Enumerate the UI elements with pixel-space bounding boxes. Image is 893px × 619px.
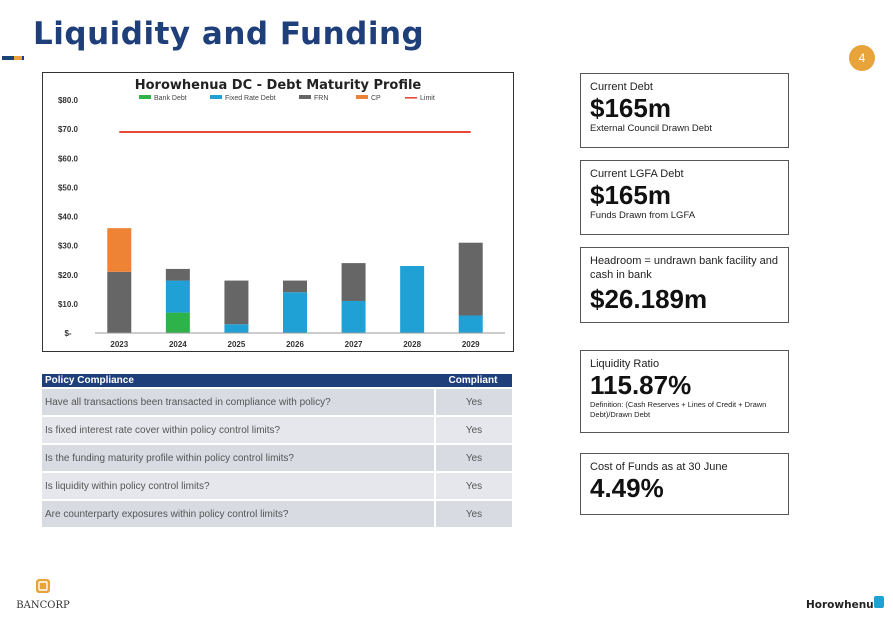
bar-segment — [224, 324, 249, 333]
table-row: Is liquidity within policy control limit… — [42, 473, 512, 499]
table-row: Have all transactions been transacted in… — [42, 389, 512, 415]
x-tick-label: 2025 — [228, 340, 246, 349]
legend-swatch — [139, 95, 151, 99]
policy-header-question: Policy Compliance — [42, 374, 434, 387]
policy-header-status: Compliant — [434, 374, 512, 387]
liquidity-ratio-label: Liquidity Ratio — [590, 358, 660, 370]
x-tick-label: 2027 — [345, 340, 363, 349]
legend-swatch — [210, 95, 222, 99]
y-tick-label: $60.0 — [58, 154, 79, 163]
policy-status: Yes — [434, 473, 512, 499]
bar-segment — [458, 242, 483, 316]
bar-segment — [165, 312, 190, 333]
x-tick-label: 2028 — [403, 340, 421, 349]
lgfa-debt-card: Current LGFA Debt $165m Funds Drawn from… — [580, 160, 789, 235]
lgfa-debt-sub: Funds Drawn from LGFA — [590, 209, 696, 221]
legend-label: FRN — [314, 95, 328, 102]
policy-status: Yes — [434, 501, 512, 527]
policy-question: Have all transactions been transacted in… — [42, 389, 434, 415]
y-tick-label: $80.0 — [58, 96, 79, 105]
legend-label: Bank Debt — [154, 95, 187, 102]
page-number-badge: 4 — [849, 45, 875, 71]
cost-of-funds-card: Cost of Funds as at 30 June 4.49% — [580, 453, 789, 515]
title-accent-bar-orange — [14, 56, 22, 60]
bar-segment — [107, 271, 132, 333]
bars-group — [107, 228, 483, 333]
chart-title: Horowhenua DC - Debt Maturity Profile — [135, 78, 422, 93]
table-row: Are counterparty exposures within policy… — [42, 501, 512, 527]
cost-of-funds-label: Cost of Funds as at 30 June — [590, 461, 728, 473]
bar-segment — [165, 280, 190, 313]
bar-segment — [283, 292, 307, 333]
legend-swatch — [356, 95, 368, 99]
liquidity-ratio-value: 115.87% — [590, 370, 692, 400]
y-tick-label: $40.0 — [58, 213, 79, 222]
y-tick-label: $30.0 — [58, 242, 79, 251]
policy-status: Yes — [434, 445, 512, 471]
y-tick-label: $- — [64, 329, 71, 338]
headroom-card: Headroom = undrawn bank facility and cas… — [580, 247, 789, 323]
current-debt-label: Current Debt — [590, 81, 653, 93]
legend-label: Fixed Rate Debt — [225, 95, 276, 102]
horowhenua-logo: Horowhenua — [806, 596, 884, 611]
horowhenua-logo-text: Horowhenua — [806, 599, 881, 611]
legend-swatch — [299, 95, 311, 99]
y-tick-label: $50.0 — [58, 183, 79, 192]
y-tick-label: $20.0 — [58, 271, 79, 280]
current-debt-sub: External Council Drawn Debt — [590, 122, 712, 134]
x-tick-label: 2023 — [110, 340, 128, 349]
current-debt-value: $165m — [590, 93, 671, 123]
policy-question: Are counterparty exposures within policy… — [42, 501, 434, 527]
x-axis: 2023 2024 2025 2026 2027 2028 2029 — [95, 332, 505, 349]
chart-svg: Horowhenua DC - Debt Maturity Profile Ba… — [58, 78, 505, 349]
page-title: Liquidity and Funding — [33, 16, 425, 52]
title-accent-bar — [2, 56, 24, 60]
lgfa-debt-value: $165m — [590, 180, 671, 210]
y-tick-label: $10.0 — [58, 300, 79, 309]
x-tick-label: 2026 — [286, 340, 304, 349]
policy-question: Is fixed interest rate cover within poli… — [42, 417, 434, 443]
table-row: Is fixed interest rate cover within poli… — [42, 417, 512, 443]
liquidity-ratio-card: Liquidity Ratio 115.87% Definition: (Cas… — [580, 350, 789, 433]
bancorp-logo-text: BANCORP — [16, 600, 70, 611]
bar-segment — [283, 280, 307, 293]
bar-segment — [341, 300, 366, 333]
bancorp-logo: BANCORP — [16, 579, 70, 611]
debt-maturity-chart: Horowhenua DC - Debt Maturity Profile Ba… — [42, 72, 514, 352]
cost-of-funds-value: 4.49% — [590, 473, 664, 503]
y-tick-label: $70.0 — [58, 125, 79, 134]
headroom-label: Headroom = undrawn bank facility and cas… — [590, 255, 779, 281]
policy-status: Yes — [434, 417, 512, 443]
current-debt-card: Current Debt $165m External Council Draw… — [580, 73, 789, 148]
policy-question: Is the funding maturity profile within p… — [42, 445, 434, 471]
legend-swatch — [405, 97, 417, 99]
legend-label: Limit — [420, 95, 435, 102]
headroom-value: $26.189m — [590, 284, 708, 314]
legend-label: CP — [371, 95, 381, 102]
x-tick-label: 2029 — [462, 340, 480, 349]
bar-segment — [165, 268, 190, 281]
x-tick-label: 2024 — [169, 340, 187, 349]
liquidity-ratio-definition: Definition: (Cash Reserves + Lines of Cr… — [590, 399, 767, 419]
policy-compliance-table: Policy Compliance Compliant Have all tra… — [42, 372, 512, 529]
table-row: Is the funding maturity profile within p… — [42, 445, 512, 471]
bar-segment — [107, 228, 132, 272]
bar-segment — [400, 266, 425, 333]
bar-segment — [224, 280, 249, 325]
bar-segment — [458, 315, 483, 333]
policy-question: Is liquidity within policy control limit… — [42, 473, 434, 499]
lgfa-debt-label: Current LGFA Debt — [590, 168, 684, 180]
chart-legend: Bank Debt Fixed Rate Debt FRN CP Limit — [139, 95, 435, 102]
y-axis: $- $10.0 $20.0 $30.0 $40.0 $50.0 $60.0 $70.0 $80… — [58, 96, 79, 338]
bar-segment — [341, 263, 366, 301]
policy-status: Yes — [434, 389, 512, 415]
